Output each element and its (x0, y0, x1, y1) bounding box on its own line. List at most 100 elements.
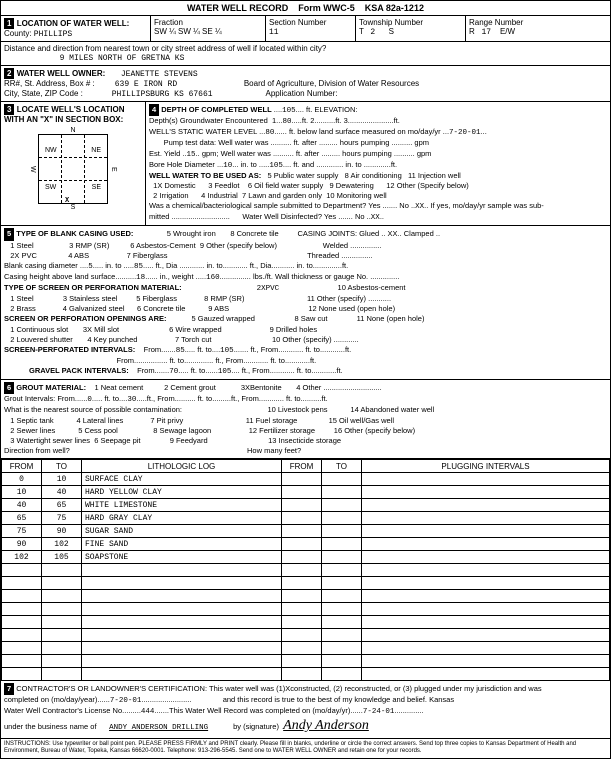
log-row (2, 629, 610, 642)
log-cell (322, 668, 362, 681)
sec5-num: 5 (4, 228, 14, 240)
log-cell (82, 655, 282, 668)
log-cell (322, 486, 362, 499)
ksa: KSA 82a-1212 (365, 3, 424, 13)
log-cell (82, 577, 282, 590)
log-cell (42, 577, 82, 590)
sec6-num: 6 (4, 382, 14, 394)
log-cell (322, 564, 362, 577)
log-cell: 75 (2, 525, 42, 538)
log-cell (282, 603, 322, 616)
row-location: 1 LOCATION OF WATER WELL: County: PHILLI… (1, 16, 610, 42)
log-cell (2, 577, 42, 590)
log-cell (362, 473, 610, 486)
log-header: TO (322, 460, 362, 473)
log-cell (42, 590, 82, 603)
log-cell (82, 603, 282, 616)
log-cell (282, 642, 322, 655)
log-row (2, 616, 610, 629)
log-cell (322, 616, 362, 629)
log-cell: SOAPSTONE (82, 551, 282, 564)
log-row: 4065WHITE LIMESTONE (2, 499, 610, 512)
log-cell (282, 473, 322, 486)
log-cell (2, 668, 42, 681)
log-cell: 10 (2, 486, 42, 499)
log-cell (82, 668, 282, 681)
signature: Andy Anderson (283, 718, 369, 733)
log-cell (322, 655, 362, 668)
sec3-num: 3 (4, 104, 14, 115)
log-cell (322, 590, 362, 603)
title: WATER WELL RECORD (187, 3, 288, 13)
log-cell (362, 668, 610, 681)
log-header: LITHOLOGIC LOG (82, 460, 282, 473)
log-cell (42, 564, 82, 577)
log-cell (282, 564, 322, 577)
log-cell (282, 538, 322, 551)
fraction-cell: Fraction SW ¼ SW ¼ SE ¼ (151, 16, 266, 41)
sec4-num: 4 (149, 104, 159, 116)
log-row (2, 655, 610, 668)
log-row: 1040HARD YELLOW CLAY (2, 486, 610, 499)
log-row: 6575HARD GRAY CLAY (2, 512, 610, 525)
log-cell (362, 629, 610, 642)
log-cell (362, 603, 610, 616)
board: Board of Agriculture, Division of Water … (244, 79, 419, 88)
log-cell (362, 564, 610, 577)
distance: 9 miles North of GRETNA KS (60, 54, 185, 63)
log-cell (362, 655, 610, 668)
lithologic-log-table: FROMTOLITHOLOGIC LOGFROMTOPLUGGING INTER… (1, 459, 610, 681)
sec7-num: 7 (4, 683, 14, 695)
log-cell (282, 551, 322, 564)
log-cell (362, 642, 610, 655)
log-cell: HARD YELLOW CLAY (82, 486, 282, 499)
owner-name: JEANETTE STEVENS (121, 70, 198, 79)
log-cell (2, 629, 42, 642)
log-row (2, 564, 610, 577)
owner-addr: 639 E IRON RD (115, 80, 177, 89)
log-cell (42, 616, 82, 629)
log-cell (322, 512, 362, 525)
log-row (2, 603, 610, 616)
log-cell (322, 551, 362, 564)
log-row: 7590SUGAR SAND (2, 525, 610, 538)
log-cell (2, 655, 42, 668)
log-cell: 75 (42, 512, 82, 525)
log-row (2, 590, 610, 603)
log-cell: 40 (2, 499, 42, 512)
log-row (2, 668, 610, 681)
log-cell: 10 (42, 473, 82, 486)
log-cell (362, 486, 610, 499)
log-cell (282, 655, 322, 668)
row-casing: 5 TYPE OF BLANK CASING USED: 5 Wrought i… (1, 226, 610, 380)
log-row: 010SURFACE CLAY (2, 473, 610, 486)
log-cell (282, 512, 322, 525)
log-cell: 90 (42, 525, 82, 538)
log-cell: FINE SAND (82, 538, 282, 551)
range-cell: Range NumberR 17 E/W (466, 16, 610, 41)
log-cell: 102 (42, 538, 82, 551)
log-cell: SUGAR SAND (82, 525, 282, 538)
instructions: INSTRUCTIONS: Use typewriter or ball poi… (1, 739, 610, 757)
row-grout: 6 GROUT MATERIAL: 1 Neat cement 2 Cement… (1, 380, 610, 459)
log-cell (82, 642, 282, 655)
log-cell (282, 499, 322, 512)
water-well-form: WATER WELL RECORD Form WWC-5 KSA 82a-121… (0, 0, 611, 759)
log-cell (322, 642, 362, 655)
log-cell: 65 (42, 499, 82, 512)
log-cell: 102 (2, 551, 42, 564)
log-cell (362, 551, 610, 564)
log-cell: 0 (2, 473, 42, 486)
log-cell (282, 525, 322, 538)
log-cell (362, 538, 610, 551)
log-cell (362, 616, 610, 629)
log-cell: HARD GRAY CLAY (82, 512, 282, 525)
row-owner: 2 WATER WELL OWNER: JEANETTE STEVENS RR#… (1, 66, 610, 102)
log-header: FROM (282, 460, 322, 473)
log-cell (42, 642, 82, 655)
log-cell: 65 (2, 512, 42, 525)
log-cell (362, 590, 610, 603)
log-cell (2, 564, 42, 577)
log-cell (322, 525, 362, 538)
section-box: NW NE SW SE X (38, 134, 108, 204)
